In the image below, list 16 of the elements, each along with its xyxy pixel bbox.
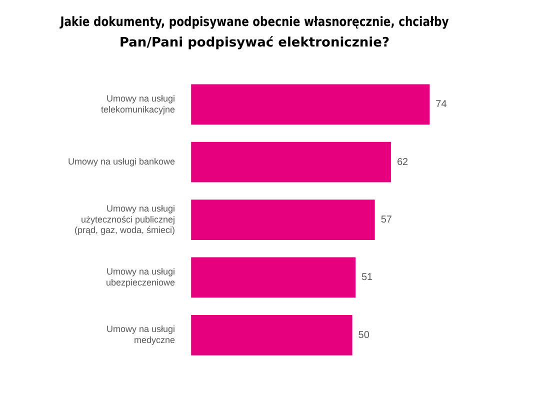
y-tick-label: Umowy na usługi użyteczności publicznej (prąd, gaz, woda, śmieci) xyxy=(74,203,176,236)
bar xyxy=(191,142,391,182)
chart-title: Jakie dokumenty, podpisywane obecnie własnoręcznie, chciałby Pan/Pani podpisywać elektronicznie? xyxy=(59,14,449,51)
data-label: 51 xyxy=(361,272,374,284)
data-label: 62 xyxy=(396,156,409,168)
y-tick-label: Umowy na usługi telekomunikacyjne xyxy=(101,94,176,114)
bar xyxy=(191,257,356,298)
data-label: 50 xyxy=(358,330,370,341)
bar xyxy=(191,200,375,240)
y-tick-label: Umowy na usługi ubezpieczeniowe xyxy=(106,266,176,288)
data-label: 74 xyxy=(436,99,448,110)
data-label: 57 xyxy=(380,214,392,226)
y-tick-label: Umowy na usługi medyczne xyxy=(106,324,176,346)
bar xyxy=(191,314,352,356)
bar xyxy=(191,84,430,125)
y-tick-label: Umowy na usługi bankowe xyxy=(68,156,176,167)
